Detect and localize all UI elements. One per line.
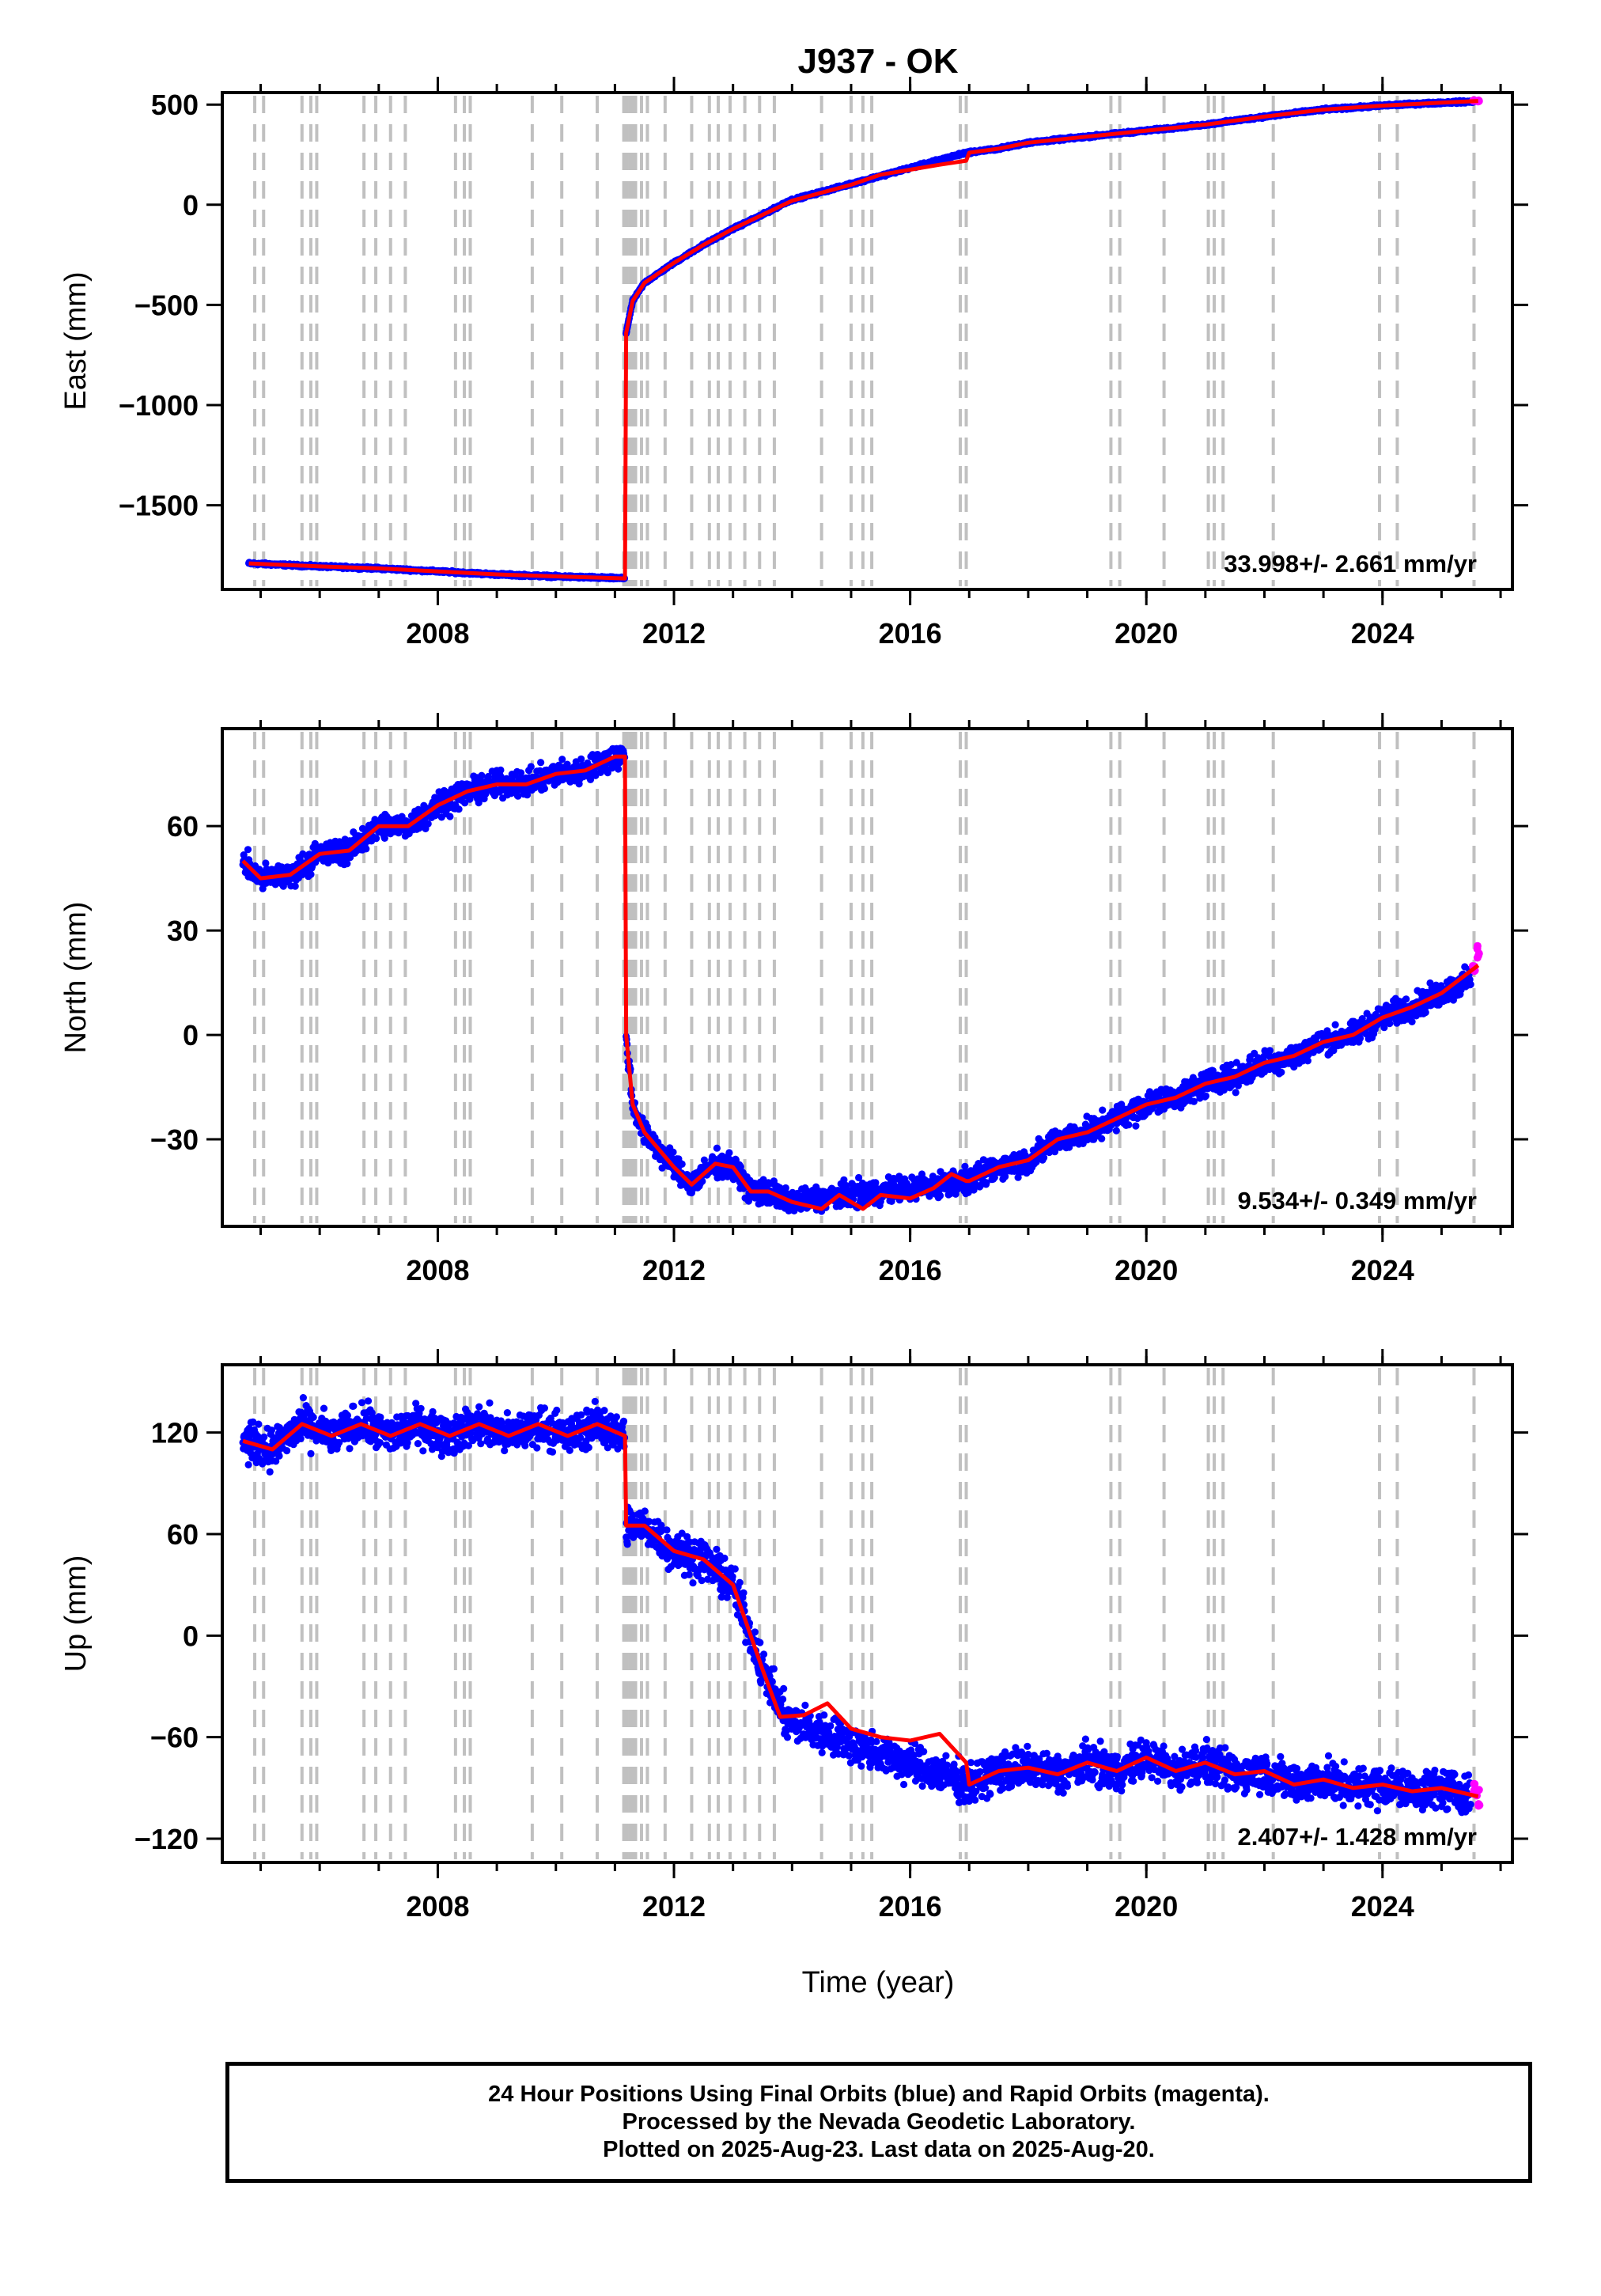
final-point [478,771,486,779]
y-tick-label: 0 [183,189,199,222]
final-point [725,1149,733,1157]
final-point [291,882,299,890]
final-point [615,765,623,773]
final-point [669,1148,677,1156]
final-points [245,97,1478,583]
y-tick-label: −500 [134,289,199,321]
y-tick-label: −1500 [119,490,199,522]
final-point [424,820,432,828]
final-point [446,813,454,820]
final-point [244,846,252,854]
final-point [527,763,535,771]
y-tick-label: −1000 [119,389,199,422]
final-point [577,755,585,763]
final-point [678,1160,686,1168]
final-point [455,805,463,813]
x-tick-label: 2024 [1351,617,1414,650]
figure-title: J937 - OK [798,42,959,81]
plot-frame [221,91,1514,591]
x-tick-label: 2008 [406,617,469,650]
final-point [343,860,351,868]
final-point [713,1144,721,1152]
x-tick-label: 2012 [642,617,706,650]
final-point [540,785,549,793]
final-point [307,870,315,878]
x-tick-label: 2016 [879,617,942,650]
final-point [936,1192,944,1199]
final-point [497,766,505,775]
final-point [872,1179,880,1187]
final-point [362,845,370,853]
final-point [373,835,380,843]
velocity-annotation: 33.998+/- 2.661 mm/yr [1224,550,1477,578]
y-tick-label: 500 [151,89,199,121]
final-point [1001,1173,1009,1180]
panel-1: 2008 2012 2016 2020 2024 500 0 −500 −1000 −1500 Ea… [59,77,1528,650]
final-point [537,759,545,767]
y-axis-label: East (mm) [59,271,93,410]
panels: 2008 2012 2016 2020 2024 500 0 −500 −1000 −1500 Ea… [59,77,1528,1923]
x-tick-label: 2020 [1115,617,1178,650]
